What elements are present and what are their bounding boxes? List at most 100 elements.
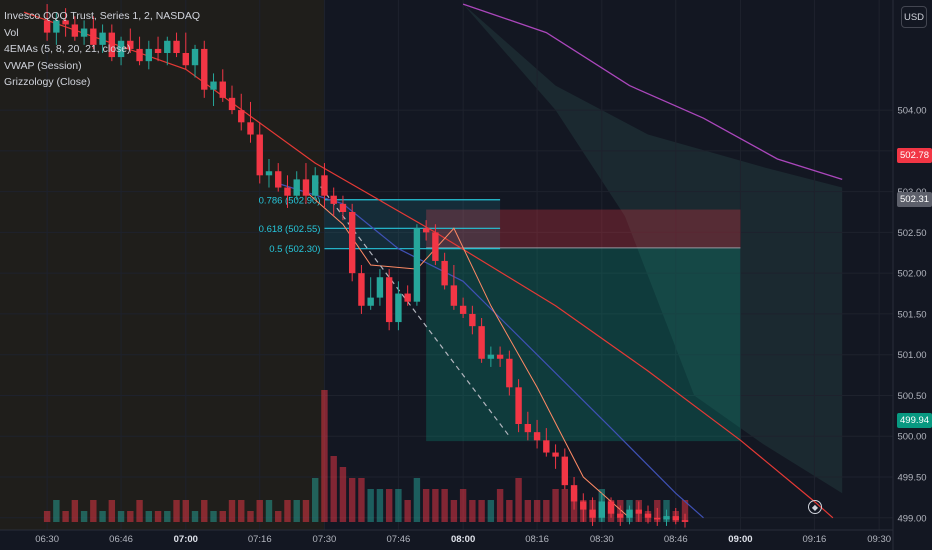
candle-body (358, 273, 365, 306)
candle-body (71, 24, 79, 37)
symbol-title[interactable]: Invesco QQQ Trust, Series 1, 2, NASDAQ (4, 10, 201, 22)
volume-bar (219, 511, 226, 522)
candle-body (284, 187, 291, 196)
candle-body (432, 232, 439, 261)
volume-bar (348, 478, 356, 522)
volume-bar (293, 500, 300, 522)
time-axis-background (0, 530, 893, 550)
volume-indicator-label[interactable]: Vol (4, 26, 19, 39)
y-tick-label: 504.00 (897, 106, 926, 117)
y-tick-label: 501.50 (897, 309, 926, 320)
candle-body (145, 48, 153, 62)
volume-bar (99, 511, 106, 522)
candle-body (654, 517, 661, 520)
volume-bar (275, 511, 282, 522)
ema-indicator-label[interactable]: 4EMAs (5, 8, 20, 21, close) (4, 43, 131, 55)
candle-body (598, 501, 605, 518)
candle-body (312, 175, 319, 196)
candle-body (506, 358, 513, 388)
candle-body (154, 48, 162, 53)
volume-bar (284, 500, 291, 522)
volume-bar (321, 390, 328, 522)
volume-bar (164, 511, 171, 522)
candle-body (580, 501, 587, 510)
volume-bar (515, 478, 522, 522)
candle-body (321, 175, 328, 196)
fib-retracement-layer[interactable]: 0.786 (502.90) 0.618 (502.55) 0.5 (502.30) (259, 195, 501, 255)
volume-bar (201, 500, 208, 522)
volume-bar (154, 511, 162, 522)
candle-body (80, 28, 88, 37)
candle-body (395, 293, 402, 323)
candle-body (570, 485, 578, 502)
x-tick-label: 07:30 (313, 534, 337, 545)
volume-bar (80, 511, 88, 522)
x-tick-label: 07:00 (174, 534, 198, 545)
candle-body (117, 40, 125, 58)
volume-bar (247, 511, 254, 522)
candle-body (681, 520, 689, 522)
candle-body (182, 53, 189, 66)
x-tick-label: 07:16 (248, 534, 272, 545)
volume-bar (191, 511, 199, 522)
candle-body (626, 509, 633, 518)
candle-body (487, 354, 495, 359)
volume-bar (136, 500, 143, 522)
candle-body (543, 440, 550, 453)
candle-body (302, 179, 310, 196)
volume-bar (330, 456, 337, 522)
x-tick-label: 09:30 (867, 534, 891, 545)
candle-body (617, 513, 624, 518)
candle-body (108, 32, 116, 58)
volume-bar (210, 511, 217, 522)
x-tick-label: 08:46 (664, 534, 688, 545)
volume-bar (367, 489, 374, 522)
candle-body (201, 48, 208, 90)
vwap-bands-layer (0, 0, 843, 530)
y-tick-label: 501.00 (897, 350, 926, 361)
take-profit-zone (426, 247, 741, 442)
go-to-realtime-icon[interactable]: ◆ (808, 500, 822, 514)
candle-body (635, 509, 642, 514)
volume-bar (358, 478, 365, 522)
candle-body (247, 122, 254, 135)
candle-body (450, 285, 458, 306)
volume-bar (469, 500, 476, 522)
volume-bar (478, 500, 485, 522)
volume-bar (422, 489, 430, 522)
grizzology-indicator-label[interactable]: Grizzology (Close) (4, 76, 91, 88)
candle-body (228, 97, 236, 111)
candle-body (90, 28, 97, 45)
x-tick-label: 09:16 (803, 534, 827, 545)
target-price-tag: 499.94 (897, 413, 932, 428)
candle-body (136, 48, 143, 62)
fib-level-label: 0.5 (502.30) (269, 244, 320, 255)
vwap-indicator-label[interactable]: VWAP (Session) (4, 59, 82, 72)
candle-body (210, 81, 217, 90)
x-tick-label: 09:00 (728, 534, 752, 545)
currency-button[interactable]: USD (901, 6, 927, 28)
premarket-shading (0, 0, 325, 530)
y-tick-label: 502.00 (897, 269, 926, 280)
vwap-line (462, 3, 843, 181)
volume-bar (256, 500, 263, 522)
candle-body (441, 260, 448, 286)
volume-bar (62, 511, 69, 522)
volume-bar (524, 500, 532, 522)
candle-body (413, 228, 421, 302)
volume-bar (441, 489, 448, 522)
candle-body (385, 277, 393, 323)
candle-body (496, 354, 504, 359)
fib-level-label: 0.618 (502.55) (259, 224, 321, 235)
x-tick-label: 08:16 (525, 534, 549, 545)
price-axis-background (893, 0, 932, 550)
candle-body (552, 452, 559, 457)
volume-bar (487, 500, 495, 522)
y-tick-label: 502.50 (897, 228, 926, 239)
candle-body (478, 326, 485, 359)
y-tick-label: 499.50 (897, 473, 926, 484)
candle-body (589, 509, 596, 518)
volume-bar (238, 500, 245, 522)
candle-body (607, 501, 615, 514)
